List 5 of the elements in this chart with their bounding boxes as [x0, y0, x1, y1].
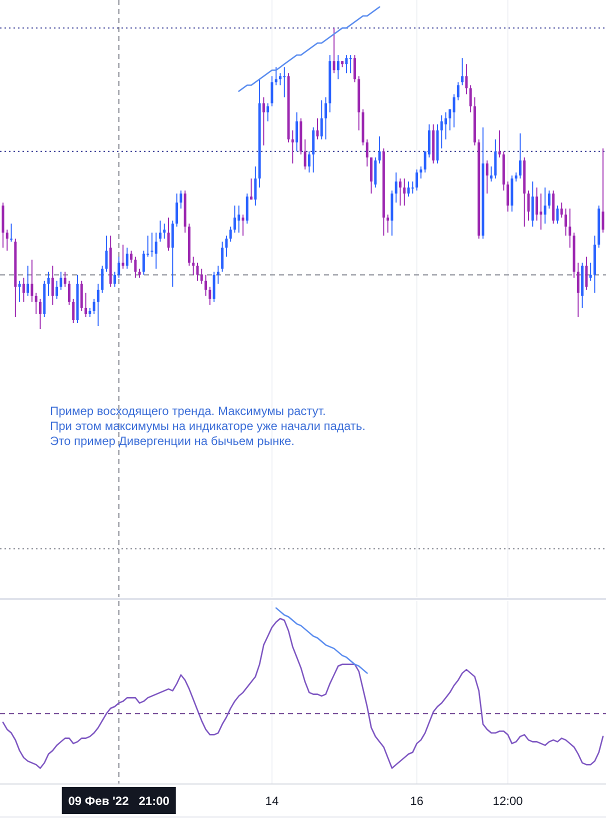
x-tick-label: 12:00 [492, 794, 524, 808]
x-tick-label: 16 [410, 794, 424, 808]
x-tick-label: 14 [265, 794, 279, 808]
x-tick-label: 09 Фев '22 21:00 [68, 794, 170, 808]
text: Пример восходящего тренда. Максимумы растут. При этом максимумы на индикаторе уже начали падать. Это пример Дивергенции на бычьем рынке. [50, 404, 366, 448]
